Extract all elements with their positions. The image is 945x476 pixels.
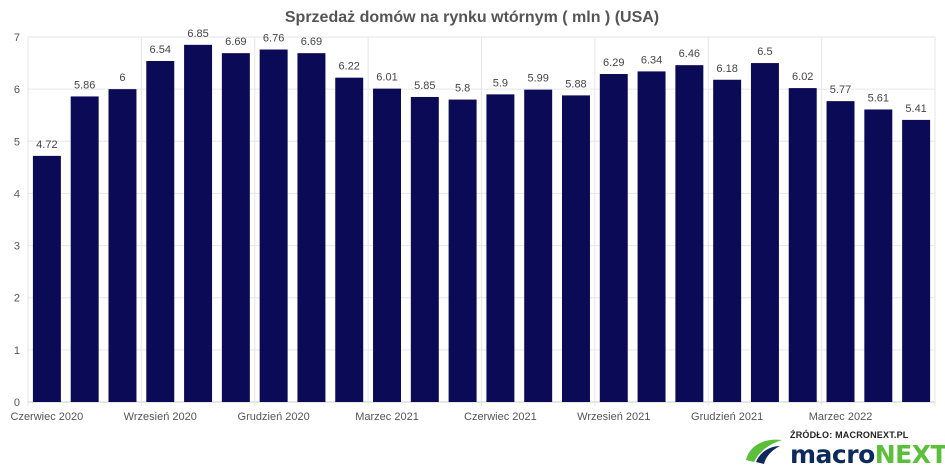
data-label: 6.34 [641,54,662,66]
data-label: 5.9 [493,77,508,89]
data-label: 5.8 [455,83,470,95]
data-label: 6.01 [376,72,397,84]
source-text: ŹRÓDŁO: MACRONEXT.PL [790,430,909,440]
bar [788,88,817,402]
x-tick-label: Czerwiec 2021 [464,411,537,423]
bar [108,89,137,403]
macronext-logo-icon [746,439,782,464]
bar [335,77,364,403]
bar [70,96,99,402]
data-label: 6.69 [301,36,322,48]
x-tick-label: Wrzesień 2021 [577,411,650,423]
data-label: 6.69 [225,36,246,48]
x-tick-label: Marzec 2021 [355,411,419,423]
y-tick-label: 6 [14,84,20,96]
x-tick-label: Grudzień 2021 [691,411,763,423]
y-tick-label: 2 [14,293,20,305]
bar [713,79,742,402]
bar [373,88,402,402]
x-tick-label: Czerwiec 2020 [11,411,84,423]
data-label: 6.5 [757,46,772,58]
y-tick-label: 5 [14,136,20,148]
y-tick-label: 1 [14,345,20,357]
bar [146,60,175,402]
bar [675,65,704,403]
data-label: 6.54 [150,44,171,56]
data-label: 6.22 [339,61,360,73]
gridlines [27,36,936,406]
y-tick-label: 3 [14,241,20,253]
bar [221,53,250,403]
bar [410,96,439,402]
bars [32,44,931,403]
data-label: 6.76 [263,33,284,45]
data-labels: 4.72 5.86 6 6.54 6.85 6.69 6.76 6.69 6.22 6.01 5.8… [36,28,927,151]
bar [524,89,553,403]
data-label: 4.72 [36,139,57,151]
data-label: 6 [119,72,125,84]
bar [599,74,628,403]
data-label: 6.29 [603,57,624,69]
bar [864,109,893,402]
bar [448,99,477,403]
x-tick-label: Wrzesień 2020 [124,411,197,423]
data-label: 5.99 [527,73,548,85]
brand-name-part2: NEXT [874,440,945,469]
data-label: 5.77 [830,84,851,96]
bar [750,63,779,402]
brand-name: macroNEXT [790,441,945,469]
bar [486,94,515,402]
data-label: 5.85 [414,80,435,92]
data-label: 6.02 [792,71,813,83]
chart-title: Sprzedaż domów na rynku wtórnym ( mln ) … [285,9,659,26]
y-tick-label: 0 [14,397,20,409]
y-tick-label: 4 [14,188,20,200]
x-axis-ticks: Czerwiec 2020 Wrzesień 2020 Grudzień 2020 M… [11,411,873,423]
bar [259,49,288,403]
data-label: 6.18 [716,63,737,75]
data-label: 5.88 [565,78,586,90]
brand-name-part1: macro [790,440,875,469]
bar [826,101,855,402]
x-tick-label: Marzec 2022 [809,411,873,423]
data-label: 6.46 [679,48,700,60]
data-label: 6.85 [187,28,208,40]
y-tick-label: 7 [14,32,20,44]
bar [561,95,590,403]
data-label: 5.41 [905,103,926,115]
y-axis-ticks: 0 1 2 3 4 5 6 7 [14,32,20,409]
bar [32,155,61,402]
data-label: 5.61 [868,92,889,104]
bar [184,44,213,402]
bar [902,119,931,403]
x-tick-label: Grudzień 2020 [238,411,310,423]
data-label: 5.86 [74,79,95,91]
bar [637,71,666,403]
bar [297,53,326,403]
